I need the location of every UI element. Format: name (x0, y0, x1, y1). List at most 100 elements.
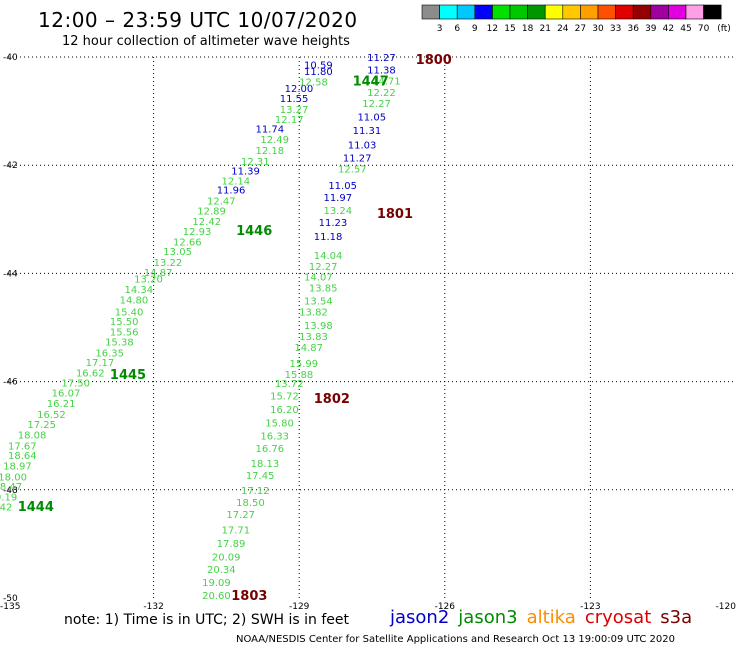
swh-value-jason3: 15.38 (105, 338, 134, 349)
swh-value-jason2: 10.59 (304, 61, 333, 72)
swh-value-jason3: 13.27 (280, 105, 309, 116)
swh-value-jason3: 12.22 (367, 88, 396, 99)
swh-value-jason3: 18.13 (251, 459, 280, 470)
swh-value-jason3: 13.54 (304, 296, 333, 307)
colorbar-swatch (580, 4, 599, 20)
swh-value-jason3: 15.56 (110, 327, 139, 338)
swh-value-jason2: 12.00 (285, 84, 314, 95)
swh-value-jason3: 14.87 (144, 268, 173, 279)
swh-value-jason3: 12.58 (299, 77, 328, 88)
swh-value-jason2: 11.05 (357, 113, 386, 124)
colorbar-swatch (685, 4, 704, 20)
swh-value-jason3: 14.80 (120, 295, 149, 306)
swh-value-jason3: 17.67 (8, 441, 37, 452)
colorbar-swatch (544, 4, 564, 20)
colorbar-label: 18 (522, 24, 534, 34)
swh-value-jason3: 15.80 (265, 419, 294, 430)
colorbar-swatch (456, 4, 476, 20)
axis-tick-labels: -40 -42 -44 -46 -48 -50-135 -132 -129 -126 -123 -1… (0, 53, 736, 612)
legend-jason3: jason3 (458, 607, 518, 628)
swh-value-jason3: 14.07 (304, 273, 333, 284)
swh-value-jason3: 13.83 (299, 332, 328, 343)
swh-value-jason2: 11.39 (231, 167, 260, 178)
x-tick-label: -126 (435, 602, 456, 612)
swh-value-jason3: 16.62 (76, 368, 105, 379)
pass-label-jason3: 1444 (18, 500, 54, 515)
swh-value-jason3: 12.31 (241, 157, 270, 168)
swh-value-jason3: 12.18 (256, 146, 285, 157)
y-tick-label: -44 (3, 269, 18, 279)
swh-value-jason3: 14.87 (294, 343, 323, 354)
swh-value-jason3: 12.27 (309, 262, 338, 273)
colorbar-legend: 3 6 9 12 15 18 21 24 27 30 33 36 39 42 45 70 (ft) (421, 4, 731, 34)
swh-value-jason3: 16.20 (270, 405, 299, 416)
pass-label-s3a: 1802 (314, 392, 350, 407)
chart-grid (8, 56, 736, 598)
swh-value-jason2: 11.18 (314, 232, 343, 243)
colorbar-swatch (421, 4, 440, 20)
swh-value-jason3: 19.19 (0, 492, 17, 503)
colorbar-label: 33 (610, 24, 621, 34)
swh-value-jason2: 11.55 (280, 94, 309, 105)
swh-value-jason2: 11.96 (217, 186, 246, 197)
colorbar-swatch (632, 4, 652, 20)
swh-value-jason3: 16.07 (52, 388, 81, 399)
pass-label-s3a: 1803 (231, 589, 267, 604)
y-tick-label: -50 (3, 594, 18, 604)
swh-value-jason2: 11.23 (319, 218, 348, 229)
colorbar-unit: (ft) (717, 24, 731, 34)
pass-number-labels: 1447 1446 1445 1444 1800 1801 1802 1803 (18, 53, 452, 604)
swh-value-jason3: 12.14 (222, 176, 251, 187)
swh-value-jason3: 17.50 (61, 379, 90, 390)
colorbar-swatch (509, 4, 528, 20)
swh-value-jason2: 11.27 (343, 154, 372, 165)
swh-value-jason3: 14.34 (124, 285, 153, 296)
swh-value-jason3: 18.00 (0, 472, 27, 483)
swh-value-jason2: 11.74 (256, 124, 285, 135)
swh-value-jason3: 16.52 (37, 410, 66, 421)
colorbar-label: 15 (504, 24, 515, 34)
swh-value-jason3: 13.85 (309, 283, 338, 294)
colorbar-label: 45 (680, 24, 691, 34)
y-tick-label: -46 (3, 378, 18, 388)
pass-label-jason3: 1445 (110, 368, 146, 383)
x-tick-label: -123 (580, 602, 600, 612)
swh-value-jason3: 20.09 (212, 552, 241, 563)
swh-value-jason2: 11.80 (304, 67, 333, 78)
swh-value-jason3: 17.25 (27, 420, 56, 431)
x-tick-label: -132 (143, 602, 163, 612)
swh-value-jason3: 12.89 (197, 207, 226, 218)
pass-label-jason3: 1446 (236, 224, 272, 239)
colorbar-swatch (615, 4, 634, 20)
footer-credit: NOAA/NESDIS Center for Satellite Applica… (236, 634, 675, 645)
chart-note: note: 1) Time is in UTC; 2) SWH is in fe… (64, 612, 350, 628)
y-tick-label: -48 (3, 486, 18, 496)
swh-value-jason2: 11.31 (353, 126, 382, 137)
swh-value-jason3: 13.24 (323, 206, 352, 217)
swh-value-jason3: 17.12 (241, 486, 270, 497)
legend-cryosat: cryosat (584, 607, 652, 628)
swh-value-jason3: 17.89 (217, 539, 246, 550)
swh-value-jason3: 15.50 (110, 317, 139, 328)
colorbar-swatch (703, 4, 722, 20)
pass-label-s3a: 1801 (377, 207, 413, 222)
swh-value-jason3: 12.47 (207, 196, 236, 207)
swh-value-jason3: 18.08 (18, 431, 47, 442)
swh-value-jason3: 12.49 (260, 135, 289, 146)
swh-value-jason3: 13.05 (163, 247, 192, 258)
swh-value-jason3: 18.97 (3, 461, 32, 472)
swh-value-jason3: 15.88 (285, 370, 314, 381)
x-tick-label: -120 (716, 602, 737, 612)
swh-value-jason3: 17.71 (222, 525, 251, 536)
satellite-legend: jason2 jason3 altika cryosat s3a (390, 607, 701, 628)
swh-value-jason2: 11.05 (328, 181, 357, 192)
swh-value-jason3: 13.72 (275, 379, 304, 390)
swh-value-jason3: 15.72 (270, 392, 299, 403)
pass-label-s3a: 1800 (416, 53, 452, 68)
swh-value-jason3: 13.98 (304, 321, 333, 332)
swh-value-jason3: 17.45 (246, 471, 275, 482)
colorbar-label: 6 (454, 24, 460, 34)
colorbar-label: 24 (557, 24, 569, 34)
swh-value-jason3: 12.93 (183, 227, 212, 238)
